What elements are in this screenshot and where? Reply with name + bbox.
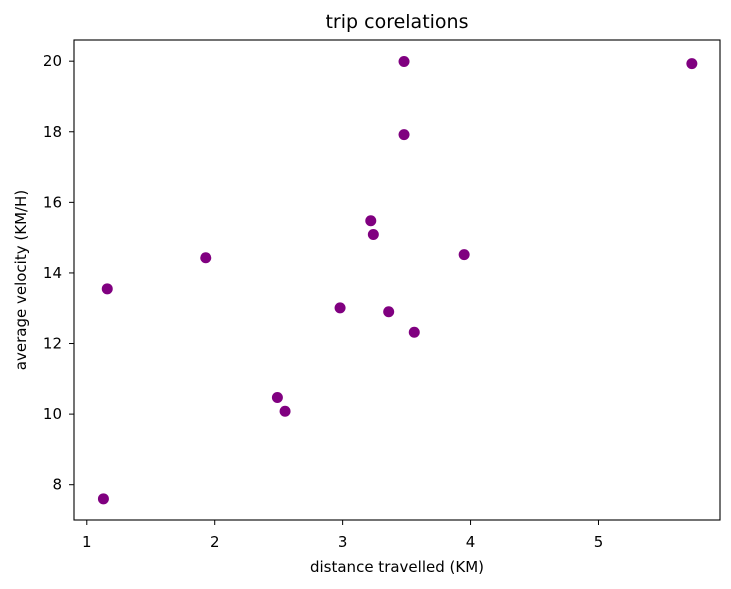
x-axis-label: distance travelled (KM) [310,558,484,576]
x-tick-label: 2 [210,533,220,551]
plot-frame [73,39,721,521]
scatter-point [97,493,109,505]
scatter-point [200,252,212,264]
scatter-point [686,58,698,70]
y-tick-label: 10 [43,405,62,423]
x-tick-label: 1 [82,533,92,551]
y-tick-label: 8 [52,476,62,494]
scatter-point [334,302,346,314]
data-points [97,56,698,505]
scatter-point [279,405,291,417]
y-axis-ticks: 8 10 12 14 16 18 20 [43,52,74,494]
x-axis-ticks: 1 2 3 4 5 [82,520,603,551]
y-tick-label: 14 [43,264,62,282]
y-tick-label: 18 [43,123,62,141]
y-tick-label: 12 [43,335,62,353]
scatter-point [101,283,113,295]
scatter-point [365,215,377,227]
scatter-point [398,56,410,68]
scatter-point [408,326,420,338]
scatter-point [458,249,470,261]
scatter-point [271,392,283,404]
x-tick-label: 4 [466,533,476,551]
y-tick-label: 20 [43,52,62,70]
y-tick-label: 16 [43,193,62,211]
chart-title: trip corelations [325,11,468,33]
y-axis-label: average velocity (KM/H) [12,190,30,370]
scatter-point [398,129,410,141]
x-tick-label: 5 [594,533,604,551]
scatter-point [367,228,379,240]
scatter-point [383,306,395,318]
x-tick-label: 3 [338,533,348,551]
